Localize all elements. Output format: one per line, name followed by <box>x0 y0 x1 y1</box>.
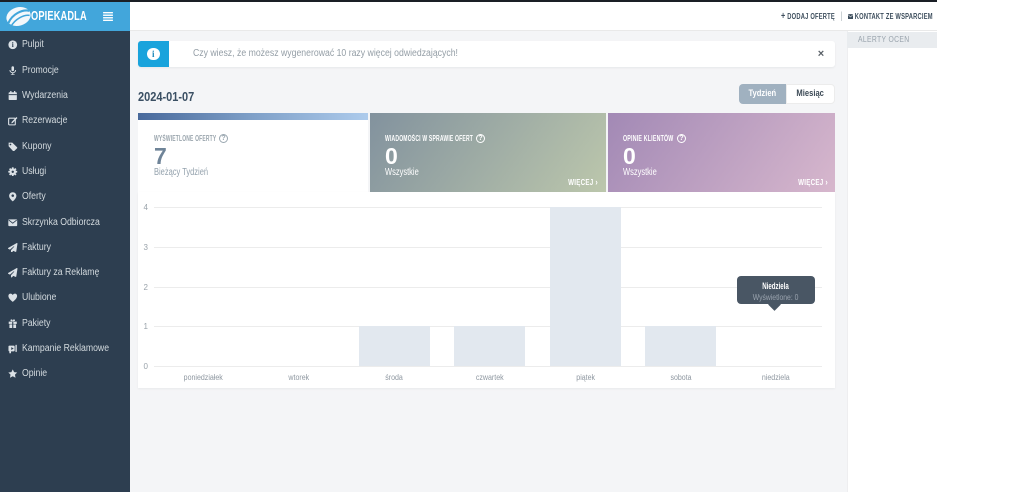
svg-text:i: i <box>12 42 14 50</box>
